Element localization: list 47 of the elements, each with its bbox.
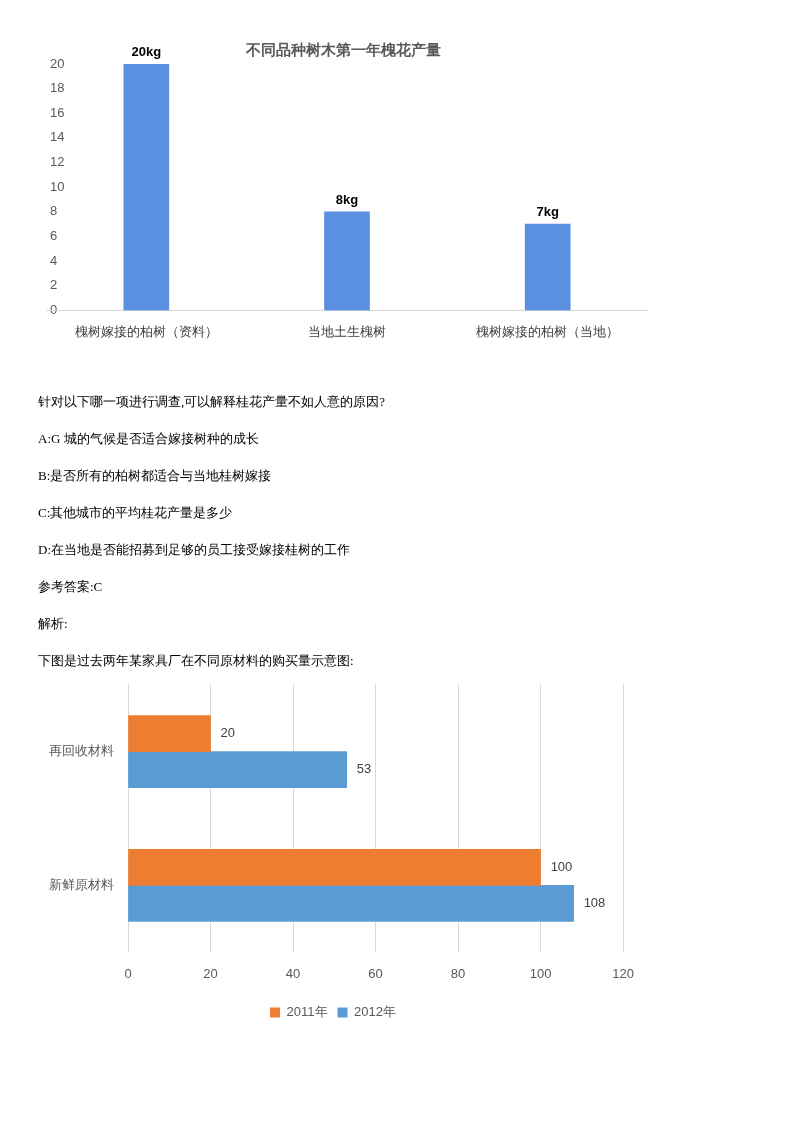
y-tick-label: 16: [50, 104, 65, 120]
x-tick-label: 20: [203, 965, 218, 981]
text: 针对以下哪一项进行调查,可以解释桂花产量不如人意的原因?: [38, 393, 387, 411]
y-tick-label: 4: [50, 252, 58, 268]
data-label: 20: [220, 725, 235, 741]
data-label: 53: [356, 761, 372, 777]
data-label: 100: [550, 859, 573, 875]
x-tick-label: 当地土生槐树: [308, 323, 386, 339]
bar: [123, 64, 170, 311]
chart-title: 下图是过去两年某家具厂在不同原材料的购买量示意图:: [38, 653, 354, 669]
data-label: 108: [583, 895, 606, 911]
y-tick-label: 2: [50, 277, 58, 293]
x-tick-label: 槐树嫁接的柏树（当地）: [476, 323, 620, 339]
bar: [524, 223, 571, 311]
legend-label: 2011年: [286, 1004, 328, 1020]
legend-label: 2012年: [354, 1004, 396, 1020]
y-tick-label: 再回收材料: [49, 743, 114, 759]
bar: [128, 885, 574, 922]
data-label: 7kg: [536, 204, 559, 220]
text: 参考答案:C: [38, 578, 104, 596]
data-label: 20kg: [131, 44, 162, 60]
y-tick-label: 8: [50, 203, 58, 219]
bar: [128, 715, 211, 752]
text: A:G 城的气候是否适合嫁接树种的成长: [38, 430, 260, 448]
text: B:是否所有的柏树都适合与当地桂树嫁接: [38, 467, 273, 485]
y-tick-label: 18: [50, 80, 65, 96]
x-tick-label: 0: [124, 965, 132, 981]
text: 解析:: [38, 615, 69, 633]
text: D:在当地是否能招募到足够的员工接受嫁接桂树的工作: [38, 541, 351, 559]
bar: [128, 849, 541, 886]
y-tick-label: 14: [50, 129, 65, 145]
chart-title: 不同品种树木第一年槐花产量: [244, 41, 441, 59]
x-tick-label: 100: [529, 965, 552, 981]
x-tick-label: 120: [612, 965, 635, 981]
bar: [128, 751, 348, 788]
y-tick-label: 20: [50, 55, 65, 71]
text: C:其他城市的平均桂花产量是多少: [38, 504, 234, 522]
x-tick-label: 槐树嫁接的柏树（资料）: [74, 323, 218, 339]
x-tick-label: 40: [285, 965, 301, 981]
x-tick-label: 60: [368, 965, 383, 981]
data-label: 8kg: [335, 191, 359, 207]
y-tick-label: 10: [50, 178, 65, 194]
y-tick-label: 12: [50, 154, 65, 170]
y-tick-label: 6: [50, 228, 58, 244]
y-tick-label: 新鲜原材料: [49, 877, 114, 893]
bar: [324, 211, 370, 311]
x-tick-label: 80: [450, 965, 466, 981]
